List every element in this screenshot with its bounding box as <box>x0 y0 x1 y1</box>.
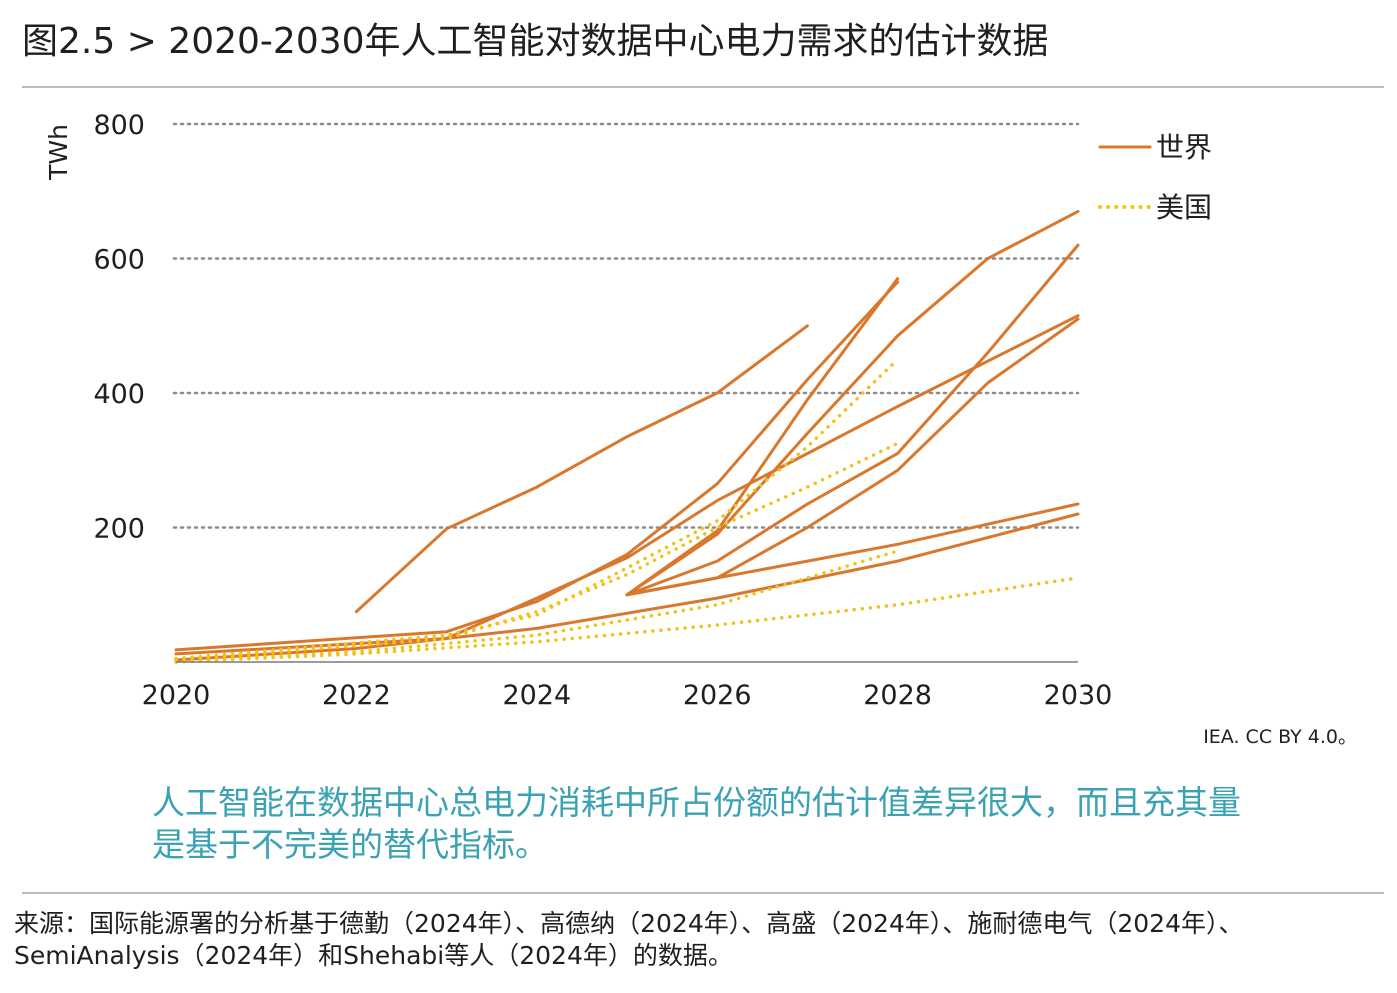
world-series-line-6 <box>625 243 1080 597</box>
series-lines <box>174 209 1080 664</box>
axes: 200 400 600 800 2020 2022 2024 2026 2028 2030 TWh <box>44 110 1112 711</box>
us-series-line-11 <box>174 441 900 662</box>
world-series-line-2 <box>174 314 1080 656</box>
world-series-line-1 <box>174 280 900 652</box>
figure-title: 图2.5 > 2020-2030年人工智能对数据中心电力需求的估计数据 <box>22 21 1049 62</box>
world-series-line-0 <box>354 324 809 614</box>
x-tick-label-2030: 2030 <box>1044 680 1113 711</box>
legend-label-1: 美国 <box>1156 191 1212 224</box>
y-tick-label-400: 400 <box>93 379 145 410</box>
x-tick-label-2026: 2026 <box>683 680 752 711</box>
y-tick-label-600: 600 <box>93 245 145 276</box>
top-divider <box>22 86 1384 88</box>
bottom-divider <box>22 892 1384 894</box>
x-tick-label-2020: 2020 <box>142 680 211 711</box>
y-tick-label-800: 800 <box>93 110 145 141</box>
world-series-line-8 <box>625 502 1080 597</box>
gridlines <box>172 122 1080 529</box>
source-note: 来源：国际能源署的分析基于德勤（2024年）、高德纳（2024年）、高盛（202… <box>14 909 1244 970</box>
x-tick-label-2022: 2022 <box>322 680 391 711</box>
x-tick-label-2028: 2028 <box>863 680 932 711</box>
caption-text: 人工智能在数据中心总电力消耗中所占份额的估计值差异很大，而且充其量是基于不完美的… <box>152 783 1241 864</box>
x-tick-label-2024: 2024 <box>502 680 571 711</box>
credit-text: IEA. CC BY 4.0。 <box>1203 726 1357 748</box>
us-series-line-10 <box>174 357 900 661</box>
us-series-line-13 <box>174 576 1080 664</box>
us-series-line-12 <box>174 549 900 663</box>
legend-label-0: 世界 <box>1156 131 1212 164</box>
y-tick-label-200: 200 <box>93 514 145 545</box>
world-series-line-9 <box>174 512 1080 662</box>
world-series-line-4 <box>625 209 1080 597</box>
y-axis-label: TWh <box>44 124 73 181</box>
